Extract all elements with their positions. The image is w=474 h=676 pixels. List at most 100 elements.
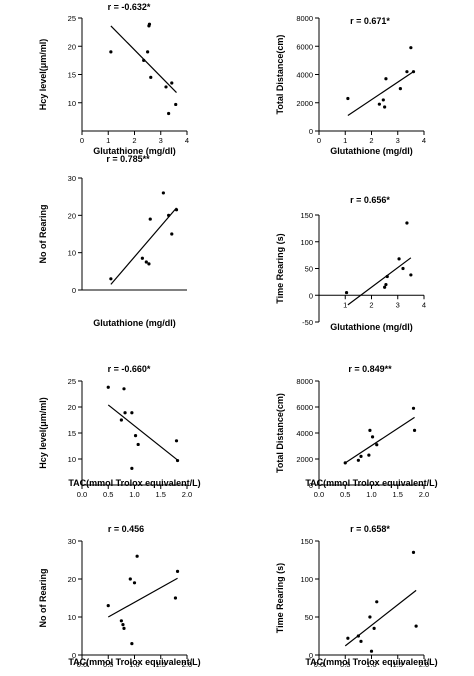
- data-point: [405, 70, 409, 74]
- x-tick-label: 0.0: [314, 660, 324, 669]
- data-point: [344, 290, 349, 295]
- y-tick-label: 10: [68, 99, 76, 108]
- x-tick-label: 3: [396, 300, 400, 309]
- data-point: [174, 102, 178, 107]
- y-tick-label: 25: [68, 377, 76, 386]
- data-point: [368, 615, 372, 619]
- y-tick-label: 0: [309, 481, 313, 490]
- y-tick-label: 6000: [296, 403, 313, 412]
- x-tick-label: 2: [369, 300, 373, 309]
- y-tick-label: 30: [68, 174, 76, 183]
- y-tick-label: 25: [68, 14, 76, 23]
- y-axis-title: No of Rearing: [38, 204, 48, 263]
- y-tick-label: 2000: [296, 455, 313, 464]
- x-tick-label: 0.0: [77, 660, 87, 669]
- regression-line: [110, 207, 177, 285]
- y-axis-title: Hcy level(μm/ml): [38, 39, 48, 111]
- data-point: [343, 461, 347, 465]
- y-tick-label: -50: [302, 318, 313, 327]
- data-point: [123, 411, 127, 415]
- data-point: [128, 577, 132, 581]
- y-tick-label: 8000: [296, 377, 313, 386]
- data-point: [411, 406, 416, 410]
- data-point: [149, 75, 153, 79]
- y-tick-label: 20: [68, 575, 76, 584]
- data-point: [130, 466, 134, 470]
- data-point: [140, 256, 144, 260]
- regression-line: [347, 257, 412, 306]
- x-tick-label: 4: [185, 136, 189, 145]
- x-tick-label: 2.0: [419, 660, 429, 669]
- data-point: [370, 435, 375, 439]
- x-tick-label: 2: [369, 136, 373, 145]
- data-point: [409, 273, 413, 277]
- scatter-panel-4: -50 0 50 100 150 1 2 3 4 r = 0.656* Glutathione (m…: [275, 195, 426, 332]
- data-point: [119, 619, 123, 623]
- data-point: [161, 191, 165, 195]
- correlation-label: r = -0.660*: [108, 364, 151, 374]
- data-point: [359, 454, 363, 458]
- data-point: [377, 102, 381, 106]
- data-point: [411, 550, 416, 555]
- x-tick-label: 0.5: [103, 490, 113, 499]
- scatter-panel-7: 0 10 20 30 0.0 0.5 1.0 1.5 2.0 r = 0.456 TAC(mmol …: [38, 524, 201, 669]
- data-point: [383, 105, 387, 109]
- scatter-panel-3: 0 10 20 30 r = 0.785** Glutathione (mg/dl) No …: [38, 154, 187, 328]
- data-point: [384, 77, 388, 81]
- x-tick-label: 2.0: [182, 490, 192, 499]
- data-point: [174, 439, 179, 443]
- scatter-panel-1: 10 15 20 25 0 1 2 3 4 r = -0.632* Glutathione (mg/…: [38, 2, 189, 156]
- data-point: [130, 411, 134, 415]
- x-tick-label: 1.0: [129, 660, 139, 669]
- data-point: [375, 600, 379, 604]
- x-tick-label: 0.5: [340, 490, 350, 499]
- y-tick-label: 150: [300, 537, 313, 546]
- data-point: [148, 217, 152, 221]
- y-tick-label: 15: [68, 429, 76, 438]
- data-point: [381, 98, 385, 102]
- data-point: [384, 282, 388, 287]
- data-point: [398, 87, 402, 91]
- data-point: [122, 626, 126, 631]
- x-tick-label: 1.5: [393, 660, 403, 669]
- data-point: [346, 96, 350, 101]
- data-point: [175, 569, 180, 574]
- x-tick-label: 3: [396, 136, 400, 145]
- x-axis-title: Glutathione (mg/dl): [93, 146, 176, 156]
- data-point: [173, 596, 178, 600]
- x-tick-label: 1.0: [366, 660, 376, 669]
- x-tick-label: 0.0: [314, 490, 324, 499]
- correlation-label: r = 0.658*: [350, 524, 390, 534]
- correlation-label: r = 0.656*: [350, 195, 390, 205]
- y-tick-label: 10: [68, 613, 76, 622]
- data-point: [401, 266, 405, 271]
- x-axis-title: Glutathione (mg/dl): [330, 322, 413, 332]
- y-tick-label: 10: [68, 249, 76, 258]
- correlation-label: r = 0.671*: [350, 16, 390, 26]
- data-point: [411, 70, 416, 74]
- y-tick-label: 0: [309, 651, 313, 660]
- data-point: [409, 46, 413, 50]
- x-tick-label: 4: [422, 300, 426, 309]
- correlation-label: r = 0.785**: [106, 154, 150, 164]
- data-point: [385, 274, 389, 279]
- data-point: [122, 387, 126, 391]
- data-point: [130, 642, 134, 646]
- data-point: [375, 443, 379, 447]
- y-tick-label: 0: [72, 286, 76, 295]
- data-point: [109, 277, 113, 281]
- regression-line: [107, 404, 178, 461]
- correlation-label: r = 0.849**: [348, 364, 392, 374]
- y-tick-label: 20: [68, 403, 76, 412]
- data-point: [144, 260, 148, 264]
- data-point: [132, 581, 137, 585]
- data-point: [368, 428, 372, 432]
- x-tick-label: 1.5: [393, 490, 403, 499]
- scatter-panel-8: 0 50 100 150 0.0 0.5 1.0 1.5 2.0 r = 0.658* TAC(mm…: [275, 524, 438, 669]
- regression-line: [347, 71, 414, 116]
- regression-line: [107, 577, 178, 618]
- x-tick-label: 2.0: [419, 490, 429, 499]
- data-point: [167, 213, 171, 217]
- data-point: [405, 221, 409, 225]
